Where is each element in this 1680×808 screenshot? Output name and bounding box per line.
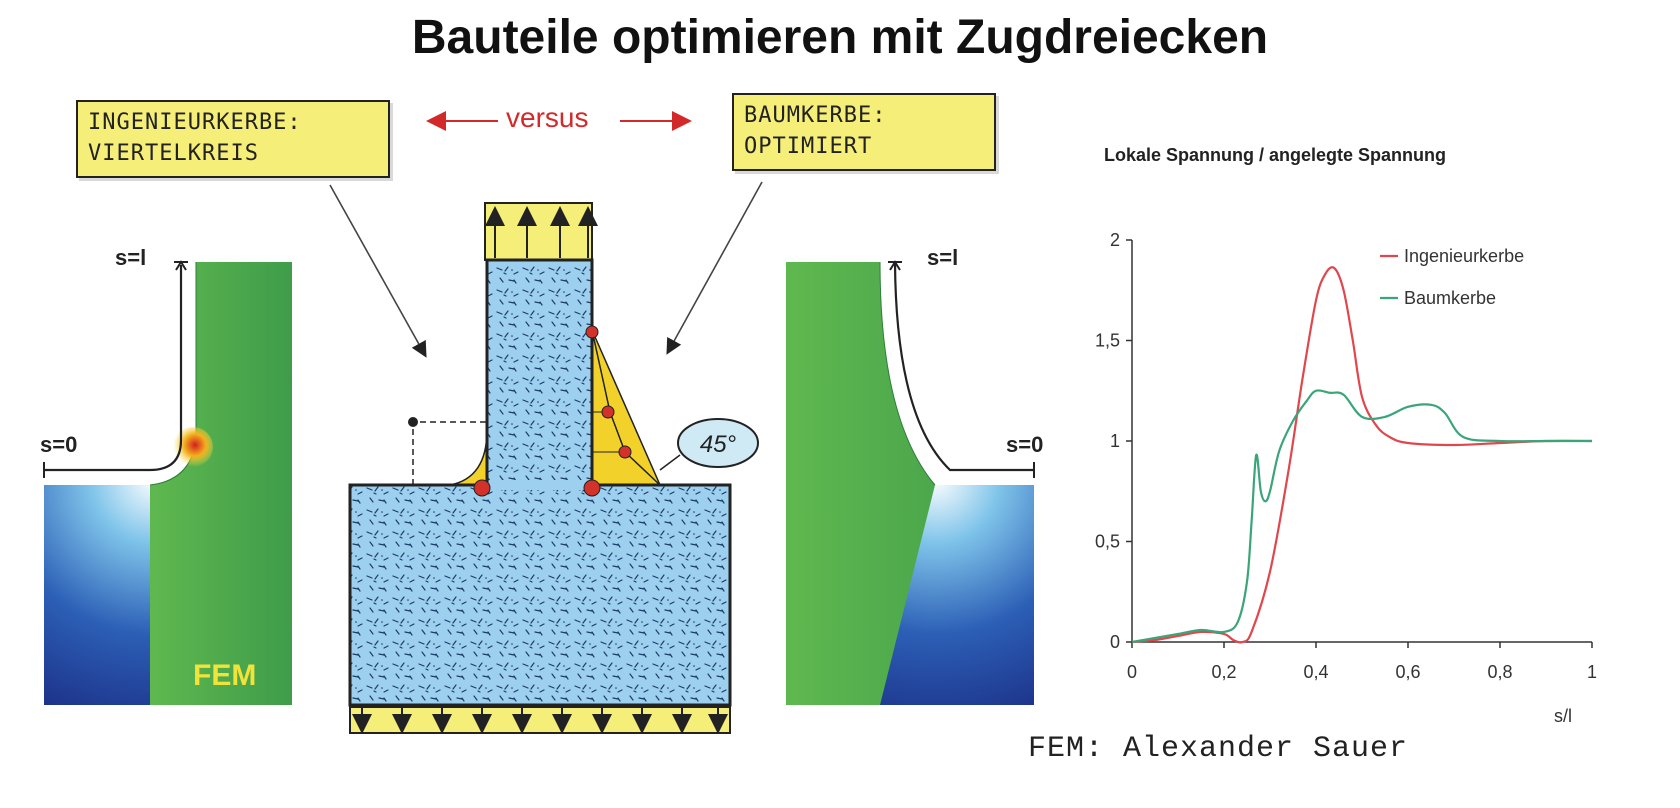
- versus-label: versus: [506, 102, 589, 133]
- note-baumkerbe-line1: BAUMKERBE:: [744, 103, 887, 128]
- y-tick-label: 0,5: [1095, 532, 1120, 552]
- x-tick-label: 0,8: [1487, 662, 1512, 682]
- pointer-left: [329, 184, 427, 358]
- x-tick-label: 0,6: [1395, 662, 1420, 682]
- note-ingenieurkerbe-line1: INGENIEURKERBE:: [88, 110, 302, 135]
- x-tick-label: 0,4: [1303, 662, 1328, 682]
- central-sketch: [348, 202, 759, 734]
- x-tick-label: 0,2: [1211, 662, 1236, 682]
- right-s-bottom-label: s=0: [1006, 432, 1043, 457]
- note-ingenieurkerbe-line2: VIERTELKREIS: [88, 140, 259, 166]
- note-baumkerbe-line2: OPTIMIERT: [744, 133, 873, 159]
- stress-chart: 0 0,5 1 1,5 2 0 0,2 0,4 0,6 0,8 1 s/l Ingenieurkerbe…: [1095, 230, 1597, 726]
- page-title: Bauteile optimieren mit Zugdreiecken: [411, 11, 1269, 64]
- x-tick-label: 1: [1587, 662, 1597, 682]
- series-line-baumkerbe: [1131, 389, 1592, 644]
- chart-title: Lokale Spannung / angelegte Spannung: [1104, 145, 1447, 165]
- right-s-top-label: s=l: [927, 245, 958, 270]
- y-tick-label: 2: [1110, 230, 1120, 250]
- fem-label: FEM: [193, 659, 256, 692]
- y-tick-label: 1,5: [1095, 331, 1120, 351]
- left-s-top-label: s=l: [115, 245, 146, 270]
- fem-panel-right: [786, 260, 1035, 705]
- pointer-right: [666, 181, 763, 355]
- illustration: s=l s=0 FEM s=l s=0: [40, 111, 1043, 734]
- legend-label-baumkerbe: Baumkerbe: [1404, 288, 1496, 308]
- fem-panel-left: [43, 260, 292, 705]
- y-tick-label: 0: [1110, 632, 1120, 652]
- angle-label: 45°: [700, 431, 737, 458]
- note-baumkerbe: BAUMKERBE: OPTIMIERT: [732, 93, 996, 171]
- note-ingenieurkerbe: INGENIEURKERBE: VIERTELKREIS: [76, 100, 390, 178]
- x-axis-label: s/l: [1554, 706, 1572, 726]
- y-tick-label: 1: [1110, 431, 1120, 451]
- x-tick-label: 0: [1127, 662, 1137, 682]
- fem-credit: FEM: Alexander Sauer: [1028, 732, 1409, 766]
- legend-label-ingenieurkerbe: Ingenieurkerbe: [1404, 246, 1524, 266]
- left-s-bottom-label: s=0: [40, 432, 77, 457]
- series-line-ingenieurkerbe: [1131, 266, 1593, 644]
